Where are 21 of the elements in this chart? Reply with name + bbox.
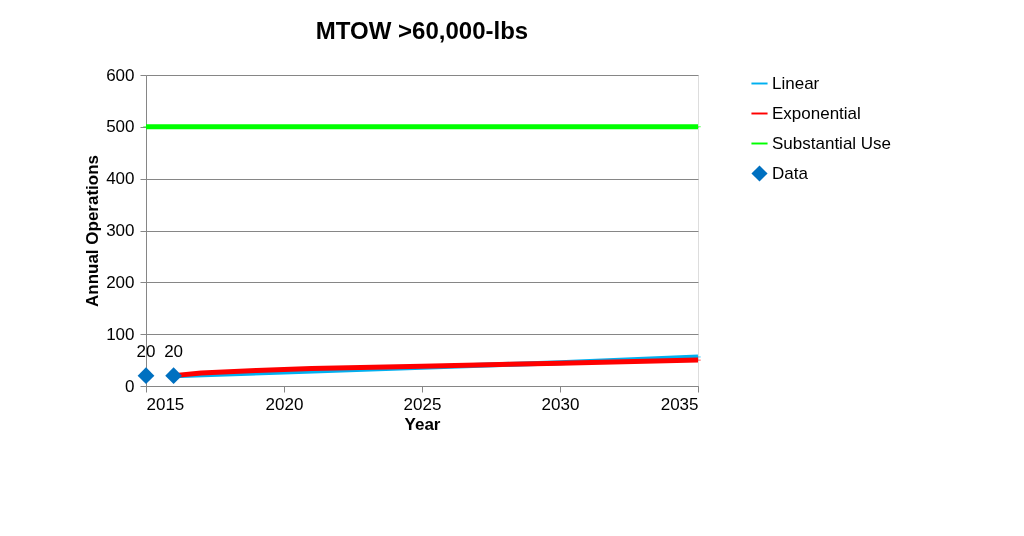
x-tick-label: 2020 [265, 394, 304, 414]
y-tick-label: 600 [106, 65, 135, 85]
y-tick-label: 400 [106, 169, 135, 189]
x-axis-title: Year [404, 414, 441, 434]
data-label: 20 [136, 341, 156, 361]
legend-label: Linear [772, 73, 820, 93]
legend-label: Exponential [772, 103, 861, 123]
x-tick-label: 2030 [541, 394, 580, 414]
y-tick-label: 0 [125, 376, 135, 396]
y-axis-title: Annual Operations [83, 154, 103, 308]
y-tick-label: 300 [106, 221, 135, 240]
x-tick-label: 2035 [660, 394, 699, 414]
legend-label: Substantial Use [772, 133, 892, 153]
legend-label: Data [772, 163, 809, 183]
y-tick-label: 500 [106, 117, 135, 137]
y-tick-label: 100 [106, 324, 135, 344]
chart-title: MTOW >60,000-lbs [315, 17, 529, 44]
x-tick-label: 2015 [146, 394, 185, 414]
x-tick-label: 2025 [403, 394, 442, 414]
data-label: 20 [164, 341, 184, 361]
y-tick-label: 200 [106, 272, 135, 292]
